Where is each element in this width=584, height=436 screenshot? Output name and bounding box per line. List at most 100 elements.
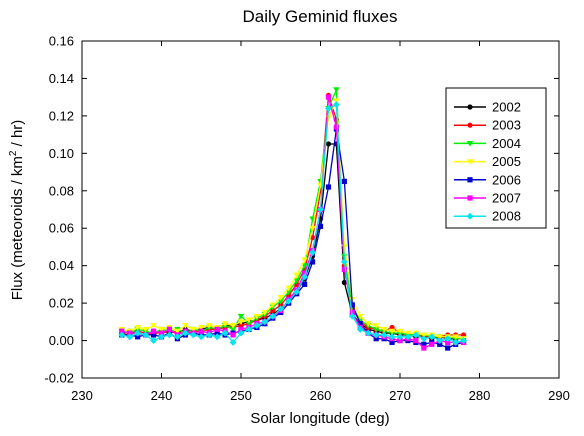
legend-marker: [467, 195, 473, 201]
data-point-2005: [357, 313, 364, 320]
data-point-2008: [269, 312, 277, 320]
legend-item-2004: 2004: [454, 136, 521, 151]
data-point-2007: [119, 328, 125, 334]
data-point-2008: [404, 333, 412, 341]
data-point-2007: [325, 94, 332, 100]
data-point-2003: [270, 308, 276, 314]
data-point-2008: [277, 305, 285, 313]
legend-box: [445, 87, 547, 229]
data-point-2008: [285, 297, 293, 305]
data-point-2007: [445, 339, 451, 346]
legend-item-2007: 2007: [454, 191, 521, 206]
data-point-2007: [302, 270, 308, 276]
data-point-2008: [428, 333, 436, 341]
series-2004: [118, 87, 467, 342]
data-point-2005: [229, 323, 237, 329]
legend-label: 2002: [492, 100, 521, 115]
data-point-2004: [237, 313, 245, 320]
data-point-2006: [349, 302, 355, 308]
data-point-2008: [189, 331, 197, 339]
data-point-2008: [340, 258, 348, 266]
data-point-2008: [293, 288, 301, 296]
legend-label: 2006: [492, 172, 521, 187]
x-tick-label: 290: [548, 388, 570, 403]
data-point-2007: [413, 337, 419, 344]
series-layer: [118, 87, 467, 351]
data-point-2006: [214, 330, 220, 336]
legend: 2002 2003 2004 2005 2006 2007 2008: [445, 87, 547, 229]
axes: 230 240 250 260 270 280 290 -0.02 0.00 0.02 0.04 0.…: [44, 34, 569, 404]
data-point-2005: [206, 323, 213, 329]
data-point-2007: [214, 326, 220, 332]
data-point-2005: [277, 295, 284, 301]
data-point-2005: [388, 328, 396, 335]
data-point-2007: [421, 345, 427, 351]
y-tick-label: 0.14: [49, 71, 74, 86]
data-point-2008: [221, 329, 229, 337]
data-point-2008: [372, 331, 380, 339]
data-point-2005: [150, 323, 157, 329]
data-point-2005: [182, 323, 189, 329]
data-point-2006: [421, 341, 427, 347]
data-point-2006: [135, 334, 141, 340]
series-2007: [119, 94, 467, 351]
data-point-2008: [126, 333, 134, 341]
data-point-2008: [166, 331, 173, 339]
y-tick-label: 0.06: [49, 221, 74, 236]
legend-marker: [466, 212, 474, 220]
y-tick-label: 0.00: [49, 333, 74, 348]
series-line-2008: [121, 103, 464, 344]
data-point-2006: [317, 223, 324, 229]
data-point-2008: [317, 206, 324, 213]
legend-label: 2007: [492, 191, 521, 206]
data-point-2008: [356, 325, 364, 333]
data-point-2008: [412, 331, 420, 339]
y-axis-title-superscript: 2: [8, 150, 19, 156]
data-point-2008: [213, 333, 221, 341]
data-point-2008: [380, 331, 388, 339]
series-2005: [118, 98, 467, 342]
data-point-2002: [325, 141, 332, 147]
legend-marker: [466, 141, 474, 147]
data-point-2008: [460, 337, 467, 344]
data-point-2008: [142, 331, 149, 339]
chart-title: Daily Geminid fluxes: [243, 7, 398, 26]
legend-marker: [466, 159, 474, 165]
legend-item-2006: 2006: [454, 172, 521, 187]
data-point-2008: [301, 273, 308, 281]
x-tick-label: 260: [310, 388, 332, 403]
data-point-2006: [325, 184, 332, 190]
data-point-2008: [420, 335, 428, 343]
x-axis-title: Solar longitude (deg): [250, 410, 389, 427]
data-point-2005: [452, 334, 459, 341]
data-point-2005: [301, 257, 308, 264]
x-tick-label: 250: [230, 388, 252, 403]
data-point-2007: [127, 330, 133, 336]
data-point-2008: [348, 312, 356, 320]
series-line-2002: [121, 143, 464, 340]
legend-label: 2003: [492, 118, 521, 133]
data-point-2005: [158, 326, 165, 333]
data-point-2006: [357, 321, 363, 327]
data-point-2006: [341, 178, 347, 185]
series-line-2003: [121, 95, 464, 338]
data-point-2006: [389, 339, 395, 346]
data-point-2008: [158, 333, 165, 341]
data-point-2006: [373, 336, 379, 342]
data-point-2007: [397, 337, 403, 344]
data-point-2007: [230, 332, 236, 338]
data-point-2008: [245, 325, 253, 333]
data-point-2005: [190, 326, 197, 333]
data-point-2005: [261, 310, 269, 316]
data-point-2008: [253, 322, 261, 329]
legend-item-2005: 2005: [454, 154, 521, 169]
data-point-2004: [333, 87, 340, 93]
series-line-2007: [121, 97, 464, 349]
data-point-2004: [301, 263, 308, 269]
data-point-2005: [237, 319, 245, 326]
data-point-2005: [174, 328, 181, 335]
data-point-2004: [277, 298, 284, 305]
data-point-2005: [245, 317, 253, 324]
data-point-2004: [293, 278, 300, 284]
